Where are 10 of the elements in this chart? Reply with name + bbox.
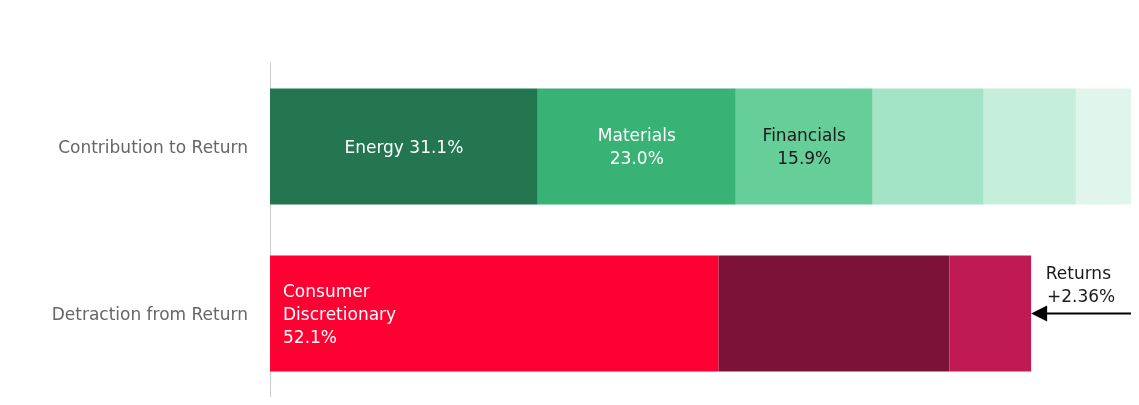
y-tick-label: Detraction from Return bbox=[51, 303, 248, 324]
data-label: 23.0% bbox=[609, 148, 664, 168]
data-label: 52.1% bbox=[283, 326, 338, 347]
data-label: 15.9% bbox=[777, 148, 832, 168]
series-label: Materials bbox=[597, 125, 676, 145]
series-label: Financials bbox=[762, 125, 847, 145]
text: Energy 31.1% bbox=[344, 136, 464, 157]
series-label: Consumer Discretionary bbox=[283, 280, 397, 324]
annotation: Returns +2.36% bbox=[1045, 263, 1117, 306]
y-tick-label: Contribution to Return bbox=[58, 136, 248, 157]
